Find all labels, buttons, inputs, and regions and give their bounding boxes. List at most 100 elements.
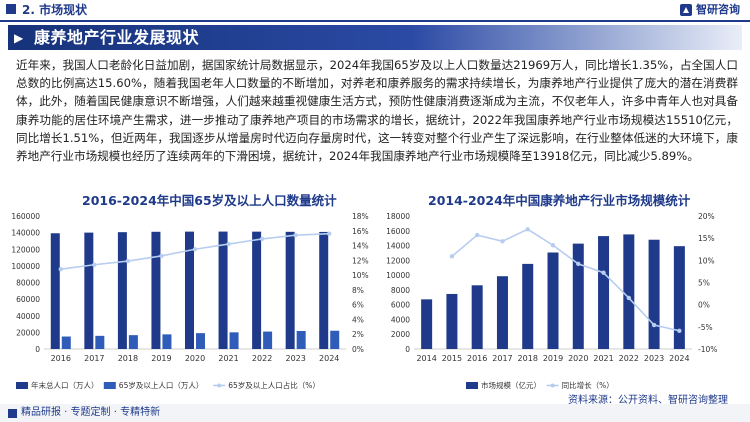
chart1-y-right-tick: 18% xyxy=(352,212,369,221)
chart2-bar xyxy=(421,299,433,349)
chart2-x-tick: 2021 xyxy=(593,354,613,363)
chart1-y-left-tick: 20000 xyxy=(16,328,40,337)
chart1-x-tick: 2019 xyxy=(151,354,171,363)
chart1-bar xyxy=(128,335,138,349)
chart1-bar xyxy=(84,232,94,349)
chart2-bar xyxy=(446,293,458,349)
chart2-y-left-tick: 10000 xyxy=(386,271,410,280)
chart2-y-left-tick: 0 xyxy=(405,345,410,354)
chart1-y-left-tick: 0 xyxy=(35,345,40,354)
chart2-bar xyxy=(547,252,559,349)
chart1-legend-swatch xyxy=(103,382,116,389)
chart1-bar xyxy=(263,331,273,349)
footer-tagline: 精品研报 · 专题定制 · 专精特新 xyxy=(8,407,160,419)
chart2-x-tick: 2017 xyxy=(492,354,512,363)
chart1-legend-label: 65岁及以上人口占比（%） xyxy=(228,380,320,390)
chart2-y-left-tick: 4000 xyxy=(391,315,410,324)
chart1-line-point xyxy=(226,241,231,247)
chart1-bar xyxy=(319,231,329,349)
chart1-x-tick: 2022 xyxy=(252,354,272,363)
chart2-x-tick: 2024 xyxy=(669,354,689,363)
chart1-x-tick: 2021 xyxy=(218,354,238,363)
chart2-bar xyxy=(496,276,508,349)
chart1-y-right-tick: 0% xyxy=(352,345,364,354)
chart2-y-right-tick: 15% xyxy=(698,234,715,243)
chart2-line-point xyxy=(576,261,581,267)
chart2-legend-label: 同比增长（%） xyxy=(562,380,614,390)
brand: 智研咨询 xyxy=(680,3,740,17)
footer-tagline-text: 精品研报 · 专题定制 · 专精特新 xyxy=(21,407,161,418)
chart2-title: 2014-2024年中国康养地产行业市场规模统计 xyxy=(428,193,691,208)
chart2-line-point xyxy=(474,232,480,238)
chart2-bar xyxy=(648,239,660,349)
chart2-line-point xyxy=(449,254,455,259)
chart2-x-tick: 2015 xyxy=(442,354,462,363)
chart1-bar xyxy=(252,231,262,349)
chart2-bar xyxy=(623,234,635,349)
chart1-bar xyxy=(95,335,105,349)
chart2-line-point xyxy=(651,322,657,328)
chart1-bar xyxy=(218,231,228,349)
chart1-legend-marker xyxy=(217,383,222,388)
chart1-x-tick: 2018 xyxy=(118,354,138,363)
chart2-x-tick: 2020 xyxy=(568,354,588,363)
chart2-y-left-tick: 6000 xyxy=(391,301,410,310)
chart1-y-right-tick: 12% xyxy=(352,256,369,265)
chart1-y-left-tick: 80000 xyxy=(16,279,40,288)
chart2-x-tick: 2016 xyxy=(467,354,487,363)
chart2-y-left-tick: 16000 xyxy=(386,227,410,236)
chart2-bar xyxy=(673,246,685,349)
chart2-x-tick: 2023 xyxy=(644,354,664,363)
chart1-bar xyxy=(185,231,194,349)
brand-name: 智研咨询 xyxy=(696,3,740,16)
chart2-y-right-tick: 10% xyxy=(698,256,715,265)
chart1-line-point xyxy=(259,236,265,242)
chart2-line-point xyxy=(500,239,505,244)
chart1-line-point xyxy=(327,231,332,236)
chart1-y-left-tick: 60000 xyxy=(16,295,40,304)
chart2-y-right-tick: -10% xyxy=(698,345,717,354)
chart1-legend-label: 65岁及以上人口（万人） xyxy=(119,380,204,390)
chart2-line-point xyxy=(677,328,682,333)
chart1-bar xyxy=(296,330,306,349)
chart2-bar xyxy=(471,285,483,349)
chart1-y-right-tick: 6% xyxy=(352,301,364,310)
top-header-bar xyxy=(0,0,750,22)
chart2-y-right-tick: 20% xyxy=(698,212,715,221)
chart1-y-right-tick: 16% xyxy=(352,227,369,236)
chart2-y-left-tick: 2000 xyxy=(391,330,410,339)
chart1-line-point xyxy=(293,233,298,238)
chart2-y-left-tick: 12000 xyxy=(386,256,410,265)
chart1-bar xyxy=(117,232,127,349)
chart2-line-series xyxy=(451,228,680,332)
chart2-line-point xyxy=(525,227,530,232)
chart1-y-left-tick: 120000 xyxy=(11,245,40,254)
chart1-bar xyxy=(50,233,60,349)
chart2-bar xyxy=(572,243,584,349)
chart2-legend-marker xyxy=(550,383,555,388)
chart1-y-right-tick: 8% xyxy=(352,286,364,295)
body-paragraph: 近年来，我国人口老龄化日益加剧，据国家统计局数据显示，2024年我国65岁及以上… xyxy=(16,58,738,164)
chart2-legend-label: 市场规模（亿元） xyxy=(481,380,541,390)
chart1-x-tick: 2017 xyxy=(84,354,104,363)
title-arrow-icon: ▶ xyxy=(14,31,24,45)
source-note: 资料来源：公开资料、智研咨询整理 xyxy=(568,395,728,406)
chart1-y-left-tick: 160000 xyxy=(11,212,40,221)
chart1-y-left-tick: 100000 xyxy=(11,262,40,271)
chart1-x-tick: 2024 xyxy=(319,354,339,363)
chart1-line-point xyxy=(125,258,131,264)
chart1-legend-label: 年末总人口（万人） xyxy=(31,380,99,390)
chart1-x-tick: 2023 xyxy=(285,354,305,363)
section-label: 2. 市场现状 xyxy=(22,3,88,17)
chart2-y-left-tick: 8000 xyxy=(391,286,410,295)
chart1-y-left-tick: 140000 xyxy=(11,229,40,238)
chart2-y-right-tick: -5% xyxy=(698,323,713,332)
chart2-market-size: 0 2000 4000 6000 8000 10000 12000 14000 16000 180… xyxy=(386,212,717,390)
chart1-bar xyxy=(196,333,205,349)
chart1-title: 2016-2024年中国65岁及以上人口数量统计 xyxy=(82,193,337,208)
chart2-bar xyxy=(522,263,534,349)
chart1-bar xyxy=(285,231,295,349)
chart2-x-tick: 2022 xyxy=(619,354,639,363)
section-marker-icon xyxy=(6,4,16,14)
chart1-bar xyxy=(229,332,239,349)
